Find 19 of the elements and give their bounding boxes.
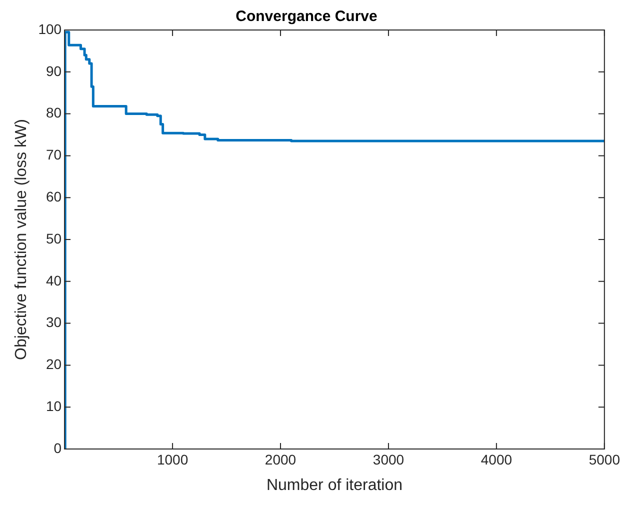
- y-tick-label: 0: [54, 440, 62, 456]
- y-tick-label: 40: [46, 272, 62, 288]
- x-tick-label: 1000: [156, 451, 188, 468]
- x-tick-label: 4000: [480, 451, 512, 468]
- y-tick-label: 80: [46, 104, 62, 121]
- x-axis-title: Number of iteration: [266, 476, 403, 494]
- chart-title: Convergance Curve: [236, 8, 378, 26]
- y-tick-label: 60: [46, 188, 62, 204]
- y-tick-label: 50: [46, 230, 62, 246]
- y-tick-label: 20: [46, 356, 62, 372]
- y-tick-label: 70: [46, 146, 62, 163]
- y-tick-label: 10: [46, 398, 62, 414]
- y-tick-label: 90: [46, 62, 62, 79]
- y-axis-title: Objective function value (loss kW): [13, 119, 30, 360]
- y-tick-label: 30: [46, 314, 62, 330]
- x-tick-label: 3000: [372, 451, 404, 468]
- x-tick-label: 5000: [588, 451, 620, 468]
- x-tick-label: 2000: [264, 451, 296, 468]
- y-tick-label: 100: [38, 20, 62, 37]
